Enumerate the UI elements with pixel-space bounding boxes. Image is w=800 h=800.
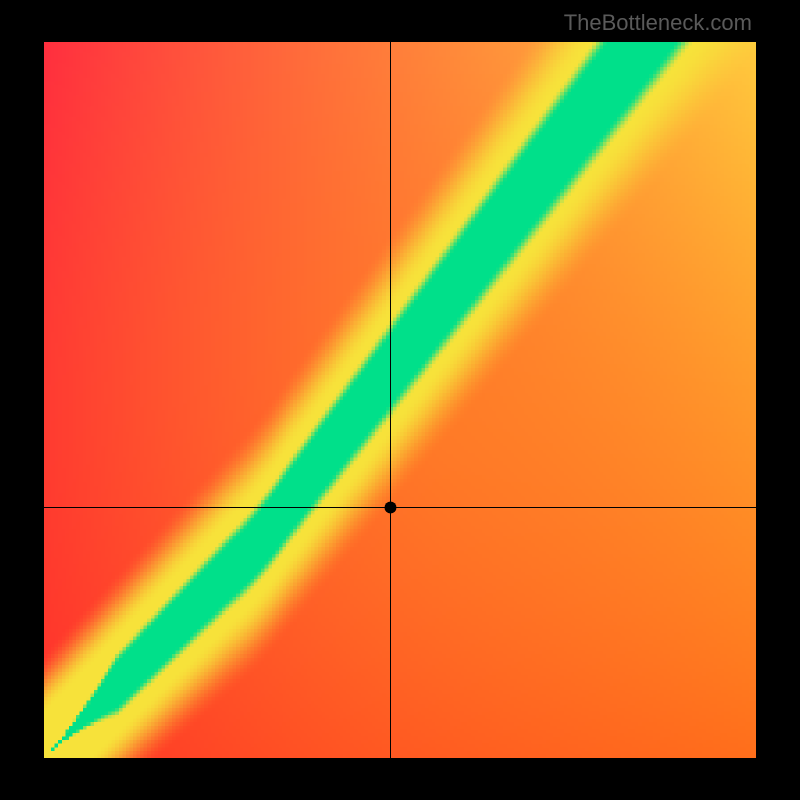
watermark-text: TheBottleneck.com (564, 10, 752, 36)
figure-root: TheBottleneck.com (0, 0, 800, 800)
crosshair-overlay (44, 42, 756, 758)
